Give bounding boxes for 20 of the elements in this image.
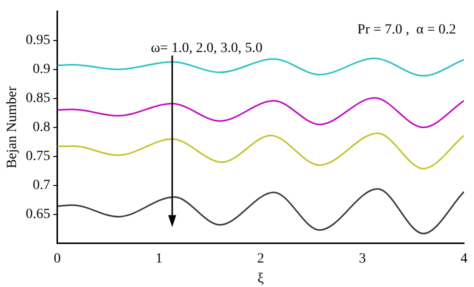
y-tick-label: 0.7 (32, 178, 50, 194)
x-axis-title: ξ (258, 271, 264, 286)
line-series (57, 58, 464, 77)
y-tick-label: 0.85 (26, 91, 50, 106)
x-tick-label: 1 (155, 251, 162, 266)
y-tick-label: 0.9 (32, 62, 50, 78)
x-tick-label: 4 (460, 251, 468, 266)
x-tick-label: 0 (54, 251, 61, 266)
line-series (57, 132, 464, 170)
annotation: ω= 1.0, 2.0, 3.0, 5.0 (150, 41, 262, 56)
y-tick-label: 0.8 (32, 120, 50, 136)
line-series (57, 188, 464, 234)
line-series (57, 97, 464, 128)
y-tick-label: 0.75 (26, 149, 50, 164)
x-tick-label: 3 (358, 251, 366, 266)
annotation: Pr = 7.0 , α = 0.2 (357, 22, 456, 38)
y-axis-title: Bejan Number (5, 86, 20, 168)
x-tick-label: 2 (257, 251, 264, 266)
y-tick-label: 0.95 (26, 33, 50, 48)
y-tick-label: 0.65 (26, 207, 50, 222)
